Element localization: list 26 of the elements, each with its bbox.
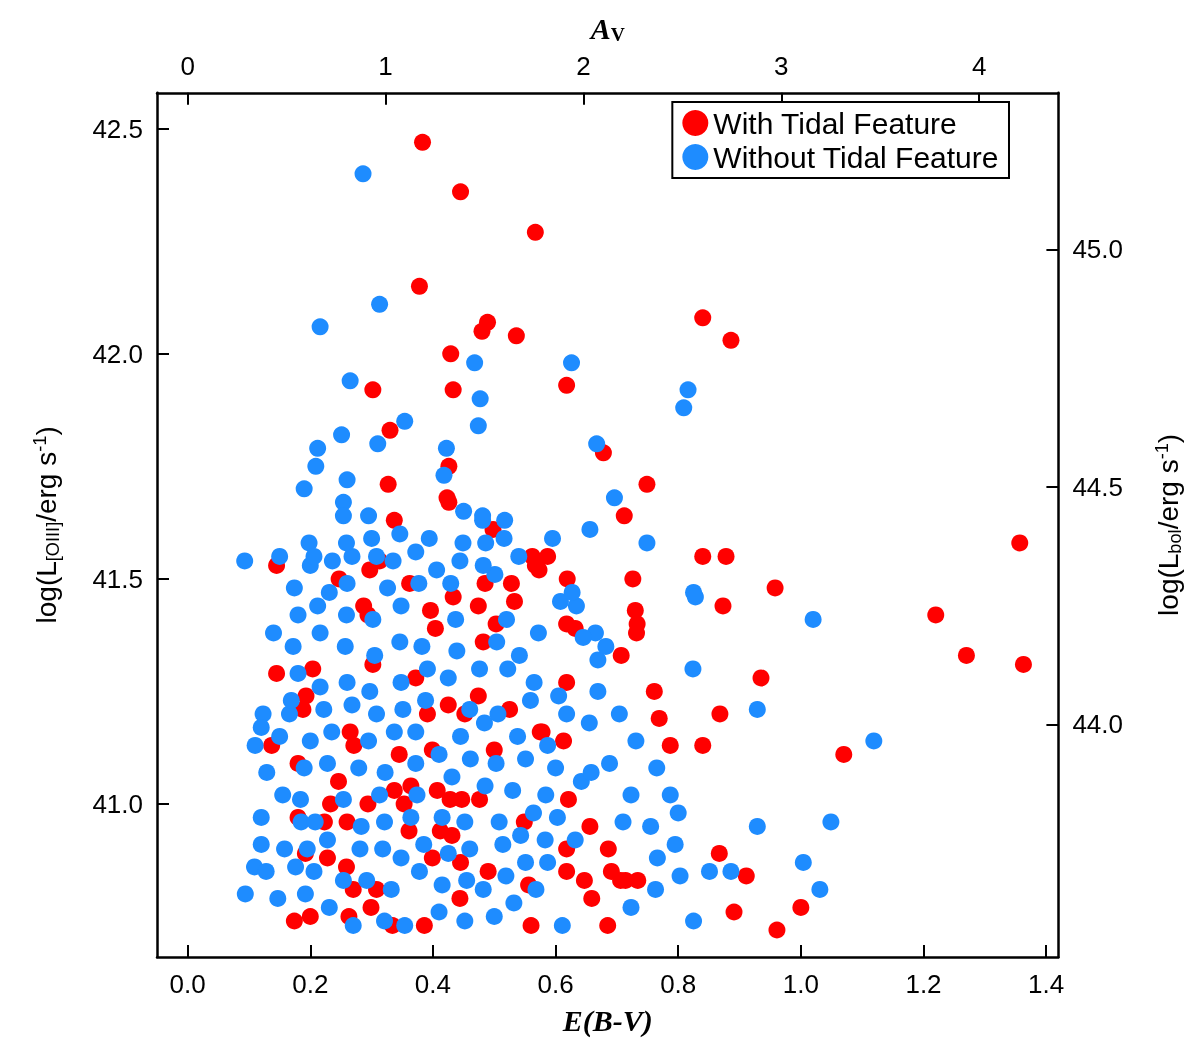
- x-tick-label: 1.0: [782, 969, 819, 999]
- x2-tick-label: 3: [774, 50, 789, 81]
- x2-tick-label: 0: [180, 50, 195, 81]
- y-axis-title: log(L[OIII]/erg s-1): [30, 426, 63, 624]
- legend-label: Without Tidal Feature: [713, 140, 999, 174]
- x2-axis-title: AV: [588, 11, 625, 46]
- y-tick-label: 41.5: [92, 563, 143, 594]
- y2-tick-label: 44.5: [1072, 471, 1124, 502]
- x2-tick-label: 2: [576, 50, 591, 81]
- x-tick-label: 1.2: [905, 969, 942, 999]
- x-tick-label: 1.4: [1028, 969, 1065, 999]
- legend-label: With Tidal Feature: [713, 106, 957, 140]
- x-tick-label: 0.6: [537, 969, 574, 999]
- y2-tick-label: 45.0: [1072, 234, 1124, 265]
- x-tick-label: 0.2: [292, 969, 329, 999]
- y2-axis-title: log(Lbol/erg s-1): [1152, 433, 1185, 616]
- x-tick-label: 0.4: [414, 969, 452, 999]
- x-tick-label: 0.0: [169, 969, 206, 999]
- x-axis-title: E(B-V): [561, 1003, 653, 1038]
- x-tick-label: 0.8: [660, 969, 697, 999]
- y-tick-label: 41.0: [92, 788, 143, 819]
- x2-tick-label: 4: [972, 50, 987, 81]
- y2-tick-label: 44.0: [1072, 709, 1124, 740]
- x2-tick-label: 1: [378, 50, 393, 81]
- y-tick-label: 42.0: [92, 338, 143, 369]
- y-tick-label: 42.5: [92, 113, 143, 144]
